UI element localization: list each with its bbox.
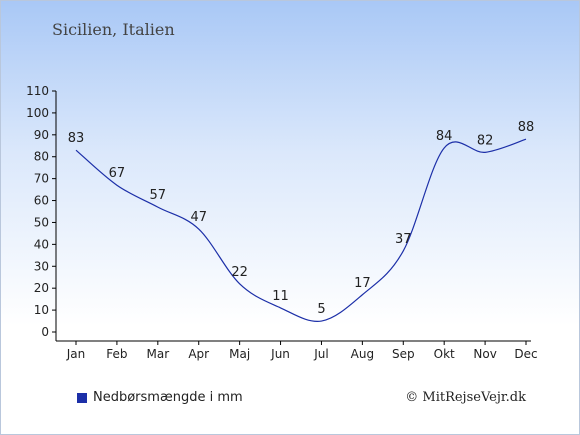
y-tick-label: 90 xyxy=(34,128,49,142)
data-labels: 83 67 57 47 22 11 5 17 37 84 82 88 xyxy=(68,120,535,317)
x-tick-label: Feb xyxy=(106,347,127,361)
data-label: 67 xyxy=(109,166,126,181)
x-tick-label: Jan xyxy=(66,347,86,361)
data-label: 57 xyxy=(150,188,167,203)
y-tick-label: 70 xyxy=(34,172,49,186)
data-label: 17 xyxy=(354,276,371,291)
y-tick-label: 50 xyxy=(34,215,49,229)
data-label: 83 xyxy=(68,131,85,146)
data-label: 22 xyxy=(231,265,248,280)
legend: Nedbørsmængde i mm xyxy=(77,390,243,405)
series-line xyxy=(75,138,527,322)
y-tick-label: 30 xyxy=(34,259,49,273)
x-tick-label: Mar xyxy=(146,347,169,361)
data-label: 37 xyxy=(395,232,412,247)
chart-subtitle: Sicilien, Italien xyxy=(52,20,175,39)
x-tick-label: Maj xyxy=(229,347,250,361)
x-tick-label: Sep xyxy=(392,347,415,361)
y-tick-label: 40 xyxy=(34,237,49,251)
y-tick-label: 60 xyxy=(34,194,49,208)
y-tick-label: 0 xyxy=(41,325,49,339)
x-tick-label: Dec xyxy=(514,347,537,361)
x-tick-label: Nov xyxy=(473,347,496,361)
y-tick-label: 80 xyxy=(34,150,49,164)
data-label: 11 xyxy=(272,289,289,304)
x-tick-label: Jul xyxy=(313,347,328,361)
x-tick-label: Apr xyxy=(188,347,209,361)
data-label: 47 xyxy=(190,210,207,225)
data-label: 88 xyxy=(518,120,535,135)
legend-swatch xyxy=(77,392,87,403)
x-tick-label: Jun xyxy=(270,347,290,361)
data-label: 82 xyxy=(477,133,494,148)
x-tick-label: Aug xyxy=(351,347,374,361)
y-tick-label: 20 xyxy=(34,281,49,295)
credit-text: © MitRejseVejr.dk xyxy=(405,390,526,405)
x-tick-label: Okt xyxy=(434,347,455,361)
y-tick-label: 110 xyxy=(26,84,49,98)
series-group xyxy=(75,138,527,322)
data-label: 5 xyxy=(317,302,325,317)
axes: 0 10 20 30 40 50 60 70 80 90 100 110 Jan Feb Mar Apr Maj… xyxy=(26,84,538,361)
y-tick-label: 100 xyxy=(26,106,49,120)
data-label: 84 xyxy=(436,129,453,144)
y-tick-label: 10 xyxy=(34,303,49,317)
legend-label: Nedbørsmængde i mm xyxy=(93,390,243,405)
